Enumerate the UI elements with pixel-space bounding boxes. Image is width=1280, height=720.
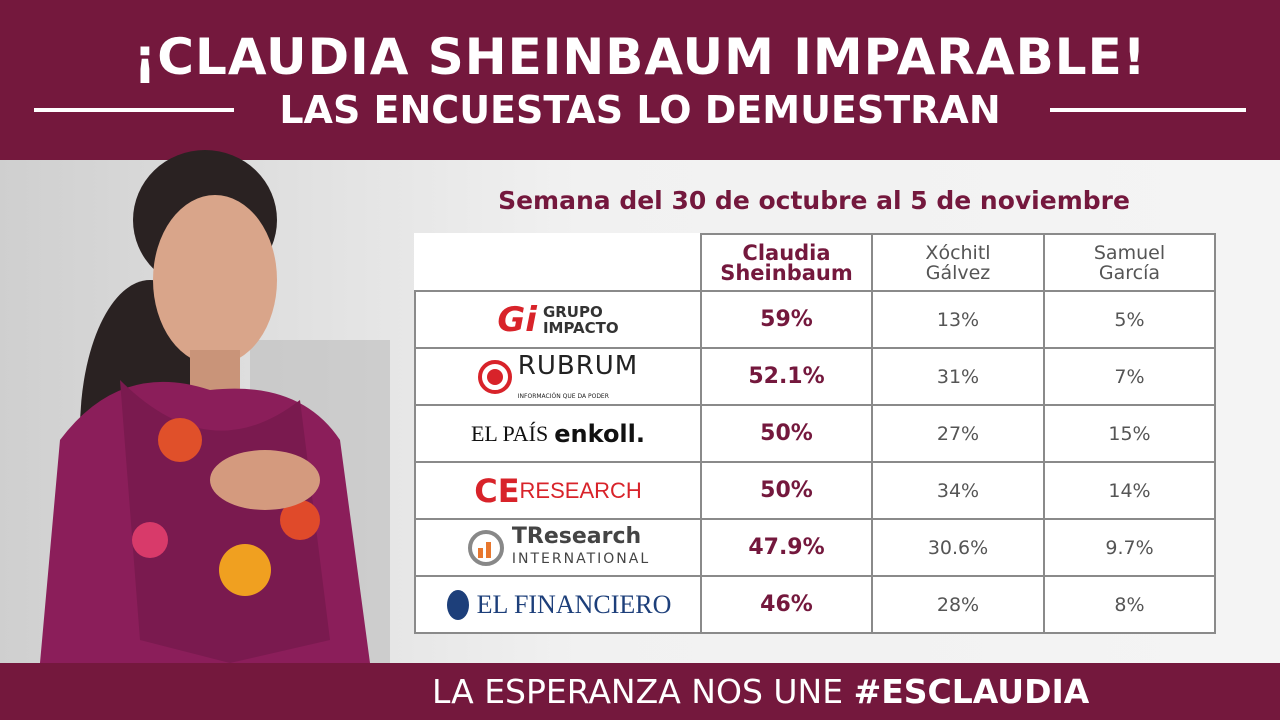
logo-text: GRUPO: [542, 302, 603, 321]
cell: 47.9%: [700, 518, 873, 577]
cell: 9.7%: [1043, 518, 1216, 577]
poll-table: Claudia Sheinbaum Xóchitl Gálvez Samuel Gar…: [414, 233, 1216, 634]
cell: 27%: [871, 404, 1045, 463]
logo-text: EL FINANCIERO: [476, 589, 672, 619]
logo-text: IMPACTO: [542, 318, 619, 337]
row: RUBRUM INFORMACIÓN QUE DA PODER 52.1% 31% 7…: [414, 347, 1216, 406]
cell: 34%: [871, 461, 1045, 520]
row: CERESEARCH 50% 34% 14%: [414, 461, 1216, 520]
logo-text: CE: [474, 471, 520, 510]
col-line: Claudia: [742, 240, 831, 265]
cell: 8%: [1043, 575, 1216, 634]
logo: RUBRUM INFORMACIÓN QUE DA PODER: [414, 347, 702, 406]
logo-text: TResearch: [511, 523, 642, 549]
cell: 13%: [871, 290, 1045, 349]
footer: LA ESPERANZA NOS UNE #ESCLAUDIA: [0, 663, 1280, 720]
cell: 50%: [700, 404, 873, 463]
header-band: [0, 0, 1280, 160]
portrait: [40, 150, 390, 663]
logo: EL PAÍS enkoll.: [414, 404, 702, 463]
cell: 14%: [1043, 461, 1216, 520]
cell: 15%: [1043, 404, 1216, 463]
logo: CERESEARCH: [414, 461, 702, 520]
col-line: Xóchitl: [925, 241, 991, 264]
col-line: Gálvez: [925, 261, 991, 284]
cell: 5%: [1043, 290, 1216, 349]
row: EL PAÍS enkoll. 50% 27% 15%: [414, 404, 1216, 463]
cell: 59%: [700, 290, 873, 349]
col-line: Samuel: [1093, 241, 1166, 264]
col-line: Sheinbaum: [720, 260, 853, 285]
logo-text: RUBRUM: [517, 350, 639, 381]
rule: [1050, 108, 1246, 112]
cell: 52.1%: [700, 347, 873, 406]
logo: Gi GRUPO IMPACTO: [414, 290, 702, 349]
logo-text: INTERNATIONAL: [511, 550, 651, 567]
row: TResearch INTERNATIONAL 47.9% 30.6% 9.7%: [414, 518, 1216, 577]
hashtag: #ESCLAUDIA: [853, 672, 1090, 711]
row: EL FINANCIERO 46% 28% 8%: [414, 575, 1216, 634]
header-row: Claudia Sheinbaum Xóchitl Gálvez Samuel Gar…: [415, 233, 1216, 292]
logo: EL FINANCIERO: [414, 575, 702, 634]
cell: 7%: [1043, 347, 1216, 406]
cell: 46%: [700, 575, 873, 634]
cell: 50%: [700, 461, 873, 520]
corner: [415, 234, 701, 291]
footer-text: LA ESPERANZA NOS UNE: [432, 672, 844, 711]
column-header: Xóchitl Gálvez: [871, 233, 1045, 292]
column-header: Samuel García: [1043, 233, 1216, 292]
cell: 31%: [871, 347, 1045, 406]
cell: 30.6%: [871, 518, 1045, 577]
logo-text: enkoll.: [554, 419, 646, 448]
logo: TResearch INTERNATIONAL: [414, 518, 702, 577]
col-line: García: [1098, 261, 1161, 284]
logo-icon: [467, 529, 504, 566]
subtitle: LAS ENCUESTAS LO DEMUESTRAN: [279, 88, 1001, 132]
logo-text: EL PAÍS: [470, 420, 549, 446]
logo-icon: [446, 589, 469, 620]
title: ¡CLAUDIA SHEINBAUM IMPARABLE!: [133, 28, 1147, 86]
column-header: Claudia Sheinbaum: [700, 233, 873, 292]
row: Gi GRUPO IMPACTO 59% 13% 5%: [414, 290, 1216, 349]
logo-mark: Gi: [497, 299, 537, 340]
logo-icon: [477, 359, 512, 394]
cell: 28%: [871, 575, 1045, 634]
logo-text: RESEARCH: [519, 477, 642, 503]
caption: Semana del 30 de octubre al 5 de noviemb…: [498, 186, 1130, 215]
rule: [34, 108, 234, 112]
logo-text: INFORMACIÓN QUE DA PODER: [517, 392, 609, 400]
